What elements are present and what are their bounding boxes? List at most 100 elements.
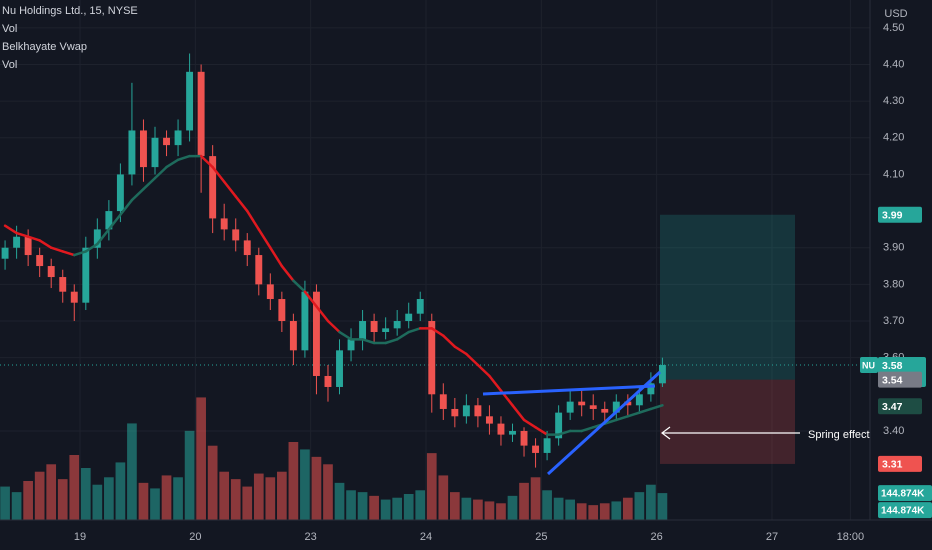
candle-body bbox=[462, 405, 470, 417]
candle-body bbox=[439, 394, 447, 409]
vwap-segment bbox=[107, 213, 122, 231]
vwap-segment bbox=[269, 246, 284, 268]
vwap-segment bbox=[84, 242, 99, 253]
candle-body bbox=[140, 130, 147, 168]
vwap-segment bbox=[142, 176, 157, 191]
candle-body bbox=[405, 313, 413, 322]
volume-bar bbox=[622, 497, 633, 520]
volume-bar bbox=[496, 503, 506, 520]
last-price-tag: 3.58 bbox=[882, 360, 903, 372]
candle-layer bbox=[1, 53, 666, 468]
vwap-segment bbox=[292, 279, 307, 293]
candle-body bbox=[220, 218, 228, 230]
candle-body bbox=[416, 299, 424, 314]
volume-bar bbox=[127, 423, 137, 520]
volume-bar bbox=[173, 477, 183, 520]
stop-tag: 3.31 bbox=[882, 459, 903, 471]
volume-bar bbox=[265, 477, 276, 520]
vwap-segment bbox=[430, 327, 445, 337]
volume-bar bbox=[519, 482, 529, 520]
candle-body bbox=[532, 445, 540, 453]
volume-bar bbox=[104, 477, 114, 520]
vwap-segment bbox=[326, 319, 341, 334]
vwap-segment bbox=[222, 180, 237, 198]
candle-body bbox=[601, 408, 609, 413]
candle-body bbox=[336, 350, 343, 387]
vwap-segment bbox=[615, 415, 630, 422]
candle-body bbox=[393, 321, 401, 329]
volume-bar bbox=[0, 486, 10, 520]
volume-bar bbox=[426, 453, 437, 520]
candle-body bbox=[266, 284, 274, 300]
candle-body bbox=[186, 71, 194, 131]
candle-body bbox=[324, 375, 332, 387]
vwap-segment bbox=[395, 330, 410, 341]
volume-bar bbox=[553, 497, 564, 520]
candle-body bbox=[312, 291, 320, 376]
volume-bar bbox=[657, 493, 668, 520]
volume-bar bbox=[57, 479, 68, 520]
vwap-segment bbox=[176, 154, 191, 162]
vwap-segment bbox=[465, 352, 480, 367]
x-tick-label: 20 bbox=[189, 531, 201, 543]
candle-body bbox=[497, 423, 505, 435]
volume-bar bbox=[392, 497, 403, 520]
chart-title: Nu Holdings Ltd., 15, NYSE bbox=[2, 5, 138, 17]
volume-bar bbox=[380, 499, 391, 520]
annotation: Spring effect bbox=[808, 429, 870, 441]
volume-bar bbox=[334, 482, 345, 520]
volume-bar bbox=[207, 445, 218, 520]
candle-body bbox=[197, 71, 205, 157]
candle-body bbox=[116, 174, 124, 212]
volume-bar bbox=[449, 492, 460, 520]
volume-bar bbox=[23, 481, 33, 520]
vwap-segment bbox=[407, 327, 422, 334]
vwap-segment bbox=[557, 429, 572, 436]
candle-body bbox=[59, 277, 67, 292]
x-tick-label: 25 bbox=[535, 531, 547, 543]
candle-body bbox=[566, 401, 574, 413]
currency: USD bbox=[884, 8, 907, 20]
candle-body bbox=[163, 137, 170, 146]
volume-bar bbox=[484, 501, 495, 520]
loss-zone bbox=[660, 379, 795, 464]
candle-body bbox=[70, 291, 78, 303]
x-tick-label: 23 bbox=[305, 531, 317, 543]
vwap-segment bbox=[315, 305, 330, 323]
candle-body bbox=[428, 321, 436, 395]
x-tick-label: 18:00 bbox=[837, 531, 865, 543]
vwap-tag-box bbox=[878, 398, 922, 415]
volume-bar bbox=[473, 499, 483, 520]
candle-body bbox=[555, 412, 563, 439]
volume-bar bbox=[530, 477, 541, 520]
candle-body bbox=[24, 236, 32, 256]
volume-tag: 144.874K bbox=[881, 506, 925, 517]
volume-bar bbox=[415, 490, 426, 520]
candle-body bbox=[578, 401, 586, 406]
vwap-segment bbox=[153, 165, 168, 180]
vwap-tag: 3.47 bbox=[882, 401, 903, 413]
volume-bar bbox=[196, 397, 206, 520]
volume-bar bbox=[542, 490, 552, 520]
volume-bar bbox=[242, 486, 253, 520]
x-tick-label: 24 bbox=[420, 531, 432, 543]
volume-bar bbox=[369, 495, 379, 520]
volume-tag: 144.874K bbox=[881, 489, 925, 500]
vwap-segment bbox=[38, 239, 53, 249]
vwap-segment bbox=[626, 411, 641, 418]
vwap-segment bbox=[488, 374, 503, 392]
candle-body bbox=[36, 255, 44, 267]
candle-body bbox=[658, 364, 666, 384]
volume-bar bbox=[403, 494, 414, 520]
entry-tag: 3.54 bbox=[882, 374, 903, 386]
vwap-segment bbox=[26, 235, 41, 242]
volume-bar bbox=[323, 464, 333, 520]
vwap-segment bbox=[511, 404, 526, 422]
volume-bar bbox=[277, 471, 287, 520]
candle-body bbox=[647, 383, 655, 395]
volume-bar bbox=[565, 499, 576, 520]
volume-bar bbox=[184, 430, 195, 520]
vwap-segment bbox=[211, 165, 226, 184]
volume-bar bbox=[588, 505, 599, 520]
